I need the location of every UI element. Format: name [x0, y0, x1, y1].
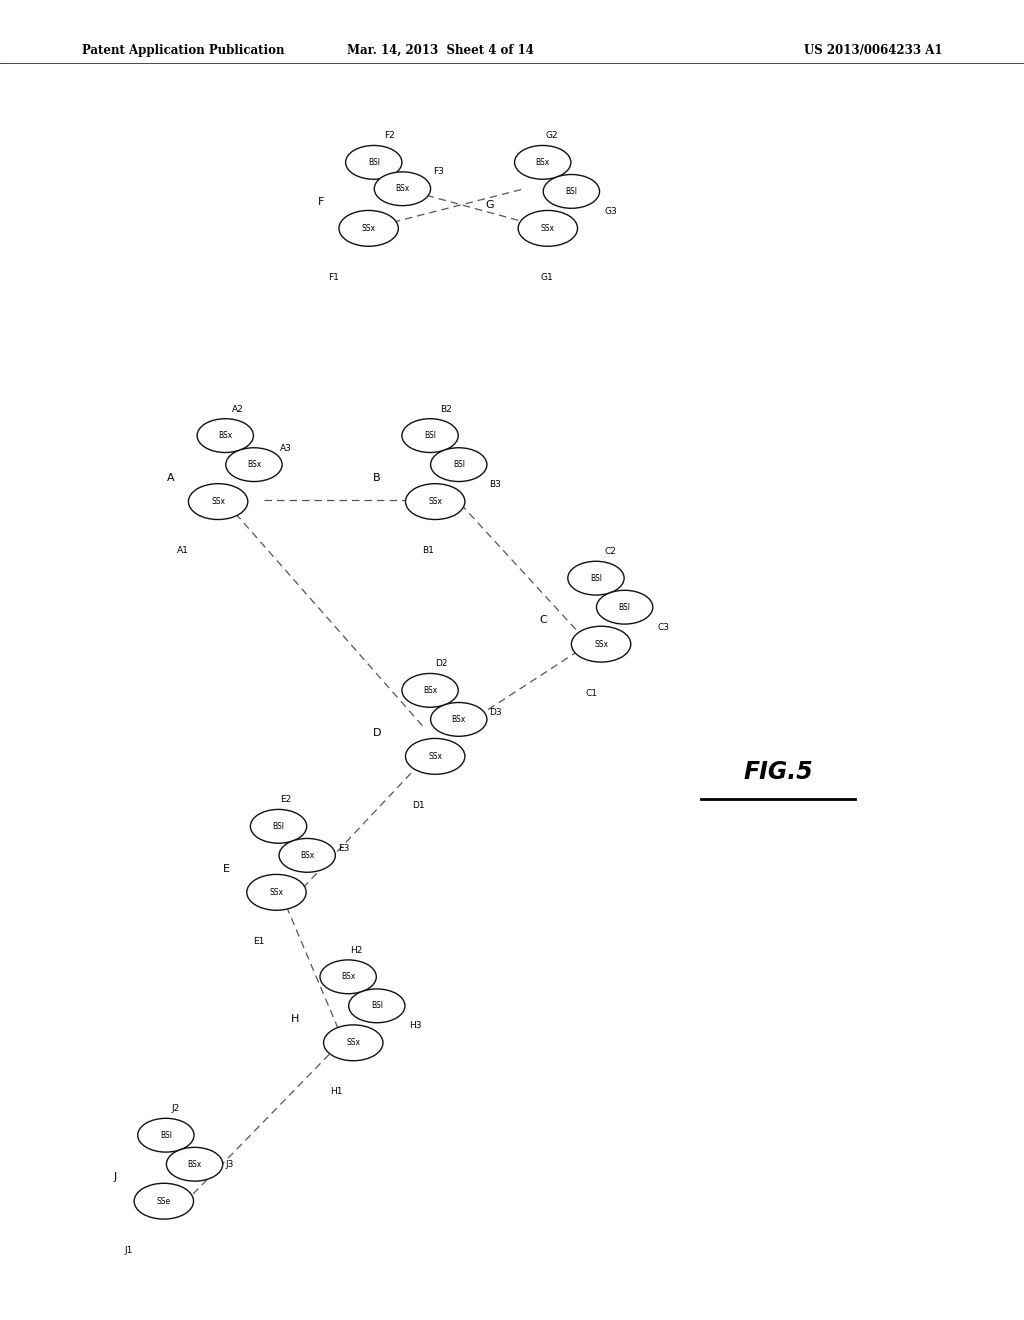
Text: C3: C3	[657, 623, 670, 631]
Text: SSx: SSx	[428, 498, 442, 506]
Text: J: J	[114, 1172, 117, 1183]
Text: B: B	[374, 473, 381, 483]
Text: H3: H3	[410, 1022, 422, 1030]
Text: G1: G1	[541, 273, 553, 281]
Text: C1: C1	[586, 689, 598, 697]
Text: BSx: BSx	[536, 158, 550, 166]
Text: E2: E2	[281, 796, 292, 804]
Text: D3: D3	[489, 709, 502, 717]
Ellipse shape	[247, 874, 306, 911]
Text: SSx: SSx	[361, 224, 376, 232]
Ellipse shape	[345, 145, 401, 180]
Ellipse shape	[406, 483, 465, 520]
Ellipse shape	[430, 702, 487, 737]
Text: B1: B1	[422, 546, 434, 554]
Ellipse shape	[279, 838, 336, 873]
Ellipse shape	[319, 960, 377, 994]
Text: A2: A2	[231, 405, 243, 413]
Ellipse shape	[430, 447, 487, 482]
Text: D: D	[373, 727, 381, 738]
Text: C: C	[539, 615, 547, 626]
Text: BSx: BSx	[423, 686, 437, 694]
Text: FIG.5: FIG.5	[743, 760, 813, 784]
Text: BSI: BSI	[618, 603, 631, 611]
Ellipse shape	[518, 210, 578, 247]
Text: A3: A3	[280, 445, 292, 453]
Ellipse shape	[134, 1183, 194, 1220]
Text: E3: E3	[338, 845, 349, 853]
Text: Patent Application Publication: Patent Application Publication	[82, 44, 285, 57]
Ellipse shape	[137, 1118, 195, 1152]
Text: SSx: SSx	[211, 498, 225, 506]
Ellipse shape	[374, 172, 431, 206]
Text: BSx: BSx	[452, 715, 466, 723]
Ellipse shape	[251, 809, 307, 843]
Ellipse shape	[406, 738, 465, 775]
Text: G2: G2	[546, 132, 558, 140]
Text: BSx: BSx	[395, 185, 410, 193]
Text: BSI: BSI	[371, 1002, 383, 1010]
Text: BSx: BSx	[247, 461, 261, 469]
Text: A1: A1	[177, 546, 189, 554]
Ellipse shape	[515, 145, 571, 180]
Text: SSx: SSx	[269, 888, 284, 896]
Ellipse shape	[596, 590, 653, 624]
Text: BSI: BSI	[368, 158, 380, 166]
Text: J3: J3	[225, 1160, 233, 1168]
Text: D1: D1	[412, 801, 424, 809]
Text: G: G	[485, 199, 494, 210]
Text: BSx: BSx	[341, 973, 355, 981]
Text: F: F	[318, 197, 325, 207]
Ellipse shape	[324, 1024, 383, 1061]
Ellipse shape	[225, 447, 283, 482]
Text: E1: E1	[253, 937, 264, 945]
Text: Mar. 14, 2013  Sheet 4 of 14: Mar. 14, 2013 Sheet 4 of 14	[347, 44, 534, 57]
Text: BSI: BSI	[272, 822, 285, 830]
Text: C2: C2	[604, 548, 616, 556]
Ellipse shape	[166, 1147, 223, 1181]
Text: D2: D2	[435, 660, 447, 668]
Text: BSI: BSI	[565, 187, 578, 195]
Text: BSx: BSx	[187, 1160, 202, 1168]
Text: SSx: SSx	[346, 1039, 360, 1047]
Text: BSI: BSI	[160, 1131, 172, 1139]
Text: BSI: BSI	[590, 574, 602, 582]
Text: J1: J1	[125, 1246, 133, 1254]
Text: F2: F2	[384, 132, 394, 140]
Text: SSe: SSe	[157, 1197, 171, 1205]
Ellipse shape	[339, 210, 398, 247]
Text: H1: H1	[330, 1088, 342, 1096]
Text: A: A	[167, 473, 174, 483]
Text: H2: H2	[350, 946, 362, 954]
Text: G3: G3	[604, 207, 616, 215]
Ellipse shape	[567, 561, 624, 595]
Text: B3: B3	[489, 480, 502, 488]
Text: B2: B2	[440, 405, 452, 413]
Ellipse shape	[571, 626, 631, 663]
Text: US 2013/0064233 A1: US 2013/0064233 A1	[804, 44, 942, 57]
Text: J2: J2	[171, 1105, 179, 1113]
Text: H: H	[291, 1014, 299, 1024]
Text: SSx: SSx	[428, 752, 442, 760]
Text: BSx: BSx	[218, 432, 232, 440]
Text: F1: F1	[328, 273, 339, 281]
Text: E: E	[222, 863, 229, 874]
Ellipse shape	[188, 483, 248, 520]
Ellipse shape	[401, 418, 459, 453]
Ellipse shape	[544, 174, 600, 209]
Text: SSx: SSx	[541, 224, 555, 232]
Text: BSx: BSx	[300, 851, 314, 859]
Text: BSI: BSI	[424, 432, 436, 440]
Text: F3: F3	[433, 168, 444, 176]
Ellipse shape	[197, 418, 254, 453]
Ellipse shape	[401, 673, 459, 708]
Text: SSx: SSx	[594, 640, 608, 648]
Ellipse shape	[348, 989, 406, 1023]
Text: BSI: BSI	[453, 461, 465, 469]
